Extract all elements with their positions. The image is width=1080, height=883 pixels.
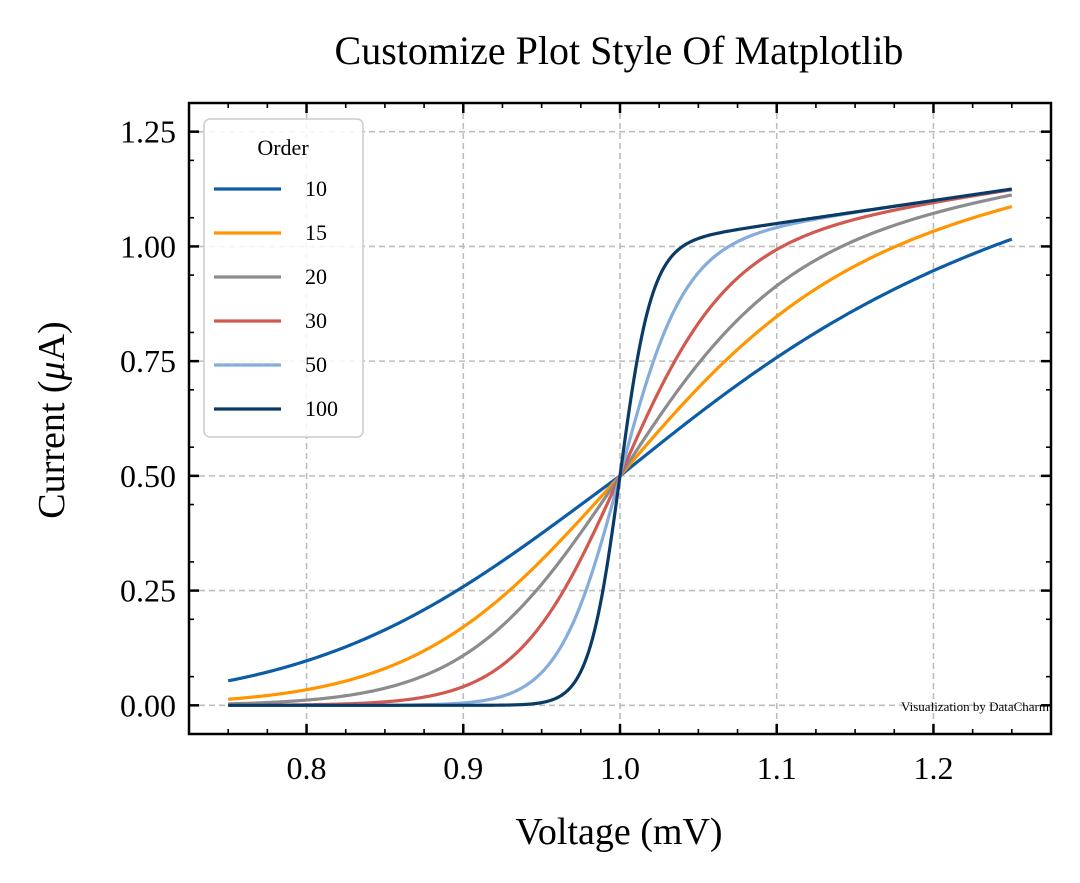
watermark: Visualization by DataCharm — [901, 699, 1049, 714]
x-tick-label-4: 1.2 — [913, 750, 953, 786]
legend-title: Order — [257, 135, 309, 160]
legend-label-100: 100 — [305, 396, 338, 421]
x-axis-label: Voltage (mV) — [515, 811, 722, 853]
legend-box — [203, 118, 364, 438]
legend: Order 10 15 20 30 50 100 — [203, 118, 364, 438]
legend-label-50: 50 — [305, 352, 327, 377]
y-tick-label-4: 1.00 — [120, 228, 176, 264]
y-axis-label-suffix: A) — [31, 321, 73, 361]
y-axis-label-prefix: Current ( — [31, 380, 73, 518]
y-tick-label-2: 0.50 — [120, 458, 176, 494]
y-tick-label-5: 1.25 — [120, 114, 176, 150]
x-tick-label-0: 0.8 — [287, 750, 327, 786]
y-axis-label-symbol: μ — [31, 361, 73, 381]
legend-label-20: 20 — [305, 264, 327, 289]
tick-labels: 0.8 0.9 1.0 1.1 1.2 0.00 0.25 0.50 0.75 1.00 1.25 — [120, 114, 953, 786]
y-tick-label-3: 0.75 — [120, 343, 176, 379]
plot-frame — [187, 101, 1053, 736]
series-group — [227, 187, 1013, 707]
legend-label-10: 10 — [305, 176, 327, 201]
x-tick-label-2: 1.0 — [600, 750, 640, 786]
y-tick-label-1: 0.25 — [120, 573, 176, 609]
chart-title: Customize Plot Style Of Matplotlib — [335, 28, 904, 73]
x-tick-label-1: 0.9 — [443, 750, 483, 786]
y-tick-label-0: 0.00 — [120, 687, 176, 723]
legend-label-30: 30 — [305, 308, 327, 333]
y-axis-label: Current (μA) — [31, 321, 73, 518]
x-tick-label-3: 1.1 — [757, 750, 797, 786]
series-line-100 — [228, 187, 1013, 707]
legend-label-15: 15 — [305, 220, 327, 245]
